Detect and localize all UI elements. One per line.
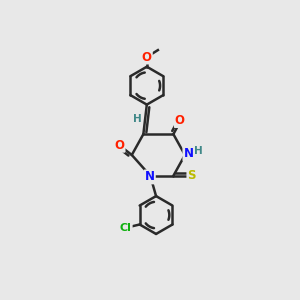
Text: O: O bbox=[175, 114, 185, 127]
Text: O: O bbox=[142, 50, 152, 64]
Text: H: H bbox=[133, 114, 141, 124]
Text: S: S bbox=[188, 169, 196, 182]
Text: N: N bbox=[145, 170, 155, 183]
Text: H: H bbox=[194, 146, 203, 157]
Text: O: O bbox=[115, 139, 124, 152]
Text: Cl: Cl bbox=[120, 223, 132, 233]
Text: N: N bbox=[183, 147, 194, 160]
